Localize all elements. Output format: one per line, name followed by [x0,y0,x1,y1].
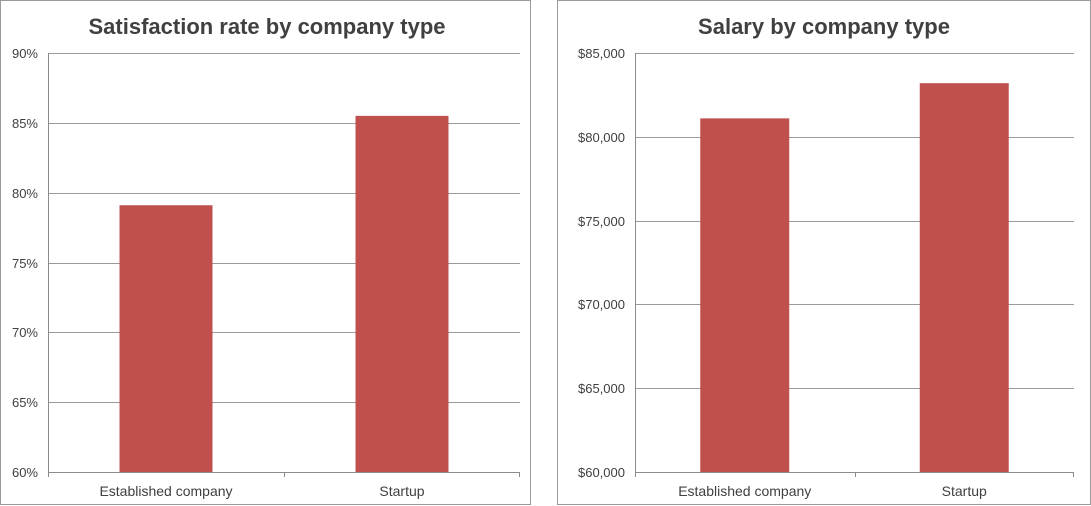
y-tick-label: $85,000 [578,46,625,61]
y-tick-label: $70,000 [578,297,625,312]
y-tick-label: 65% [12,395,38,410]
x-category-label: Established company [678,483,811,499]
salary-bar-established [700,118,790,472]
y-tick-label: $80,000 [578,130,625,145]
y-tick-label: 60% [12,465,38,480]
y-tick-label: $65,000 [578,381,625,396]
chart-panel-satisfaction: Satisfaction rate by company type 60% 65% 7… [0,0,531,505]
salary-bar-startup [919,83,1009,472]
x-category-label: Startup [379,483,424,499]
satisfaction-chart-svg: Satisfaction rate by company type 60% 65% 7… [12,14,520,499]
y-tick-label: $60,000 [578,465,625,480]
y-tick-label: 75% [12,256,38,271]
y-tick-label: 85% [12,116,38,131]
satisfaction-bar-startup [355,115,449,472]
y-tick-label: $75,000 [578,214,625,229]
x-category-label: Established company [99,483,232,499]
satisfaction-bar-established [119,205,213,472]
chart-title: Satisfaction rate by company type [89,14,446,39]
x-category-label: Startup [942,483,987,499]
chart-panel-salary: Salary by company type $60,000 $65,000 $70,… [557,0,1091,505]
y-tick-label: 90% [12,46,38,61]
chart-title: Salary by company type [698,14,950,39]
y-tick-label: 80% [12,186,38,201]
y-tick-label: 70% [12,325,38,340]
salary-chart-svg: Salary by company type $60,000 $65,000 $70,… [578,14,1074,499]
